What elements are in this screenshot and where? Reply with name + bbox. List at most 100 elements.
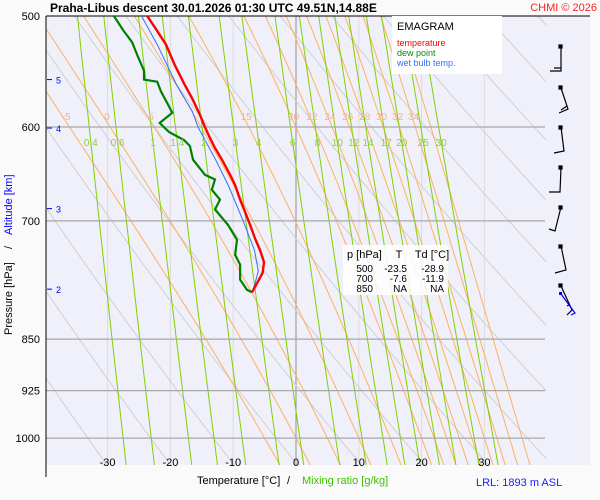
moist-adiabat-line	[397, 16, 531, 465]
mixing-ratio-label: 1.4	[170, 138, 184, 149]
mixing-ratio-line	[274, 16, 341, 465]
moist-adiabat-line	[380, 16, 519, 465]
temperature-tick-label: -20	[162, 457, 178, 469]
wind-barb-lrl-icon	[559, 292, 576, 316]
mixing-ratio-label: 2	[201, 138, 207, 149]
mixing-ratio-label: 14	[363, 138, 375, 149]
table-cell: -7.6	[390, 274, 408, 285]
mixing-ratio-label: 12	[348, 138, 360, 149]
legend-wet-bulb: wet bulb temp.	[396, 58, 456, 68]
altitude-tick-label: 4	[56, 124, 61, 134]
plot-background	[46, 16, 590, 465]
temperature-tick-label: -10	[225, 457, 241, 469]
pressure-tick-label: 1000	[16, 433, 40, 445]
table-cell: -11.9	[422, 274, 444, 285]
table-cell: -28.9	[421, 264, 444, 275]
mixing-ratio-label: 4	[256, 138, 262, 149]
moist-adiabat-label: 5	[148, 112, 154, 123]
legend-box	[392, 16, 502, 74]
moist-adiabat-label: 32	[392, 112, 404, 123]
mixing-ratio-label: 17	[381, 138, 393, 149]
y-axis-title-altitude: Altitude [km]	[3, 174, 15, 235]
dry-adiabat-line	[46, 206, 235, 465]
dry-adiabat-line	[434, 16, 546, 141]
pressure-tick-label: 700	[22, 216, 40, 228]
wet-bulb-temp-profile-line	[141, 16, 259, 293]
mixing-ratio-label: 8	[315, 138, 321, 149]
altitude-tick-label: 5	[56, 76, 61, 86]
moist-adiabat-label: 24	[324, 112, 336, 123]
moist-adiabat-line	[133, 16, 372, 465]
mixing-ratio-label: 6	[290, 138, 296, 149]
mixing-ratio-label: 25	[418, 138, 430, 149]
values-table-bg	[343, 245, 448, 295]
dry-adiabat-line	[383, 16, 546, 201]
moist-adiabat-line	[188, 16, 402, 465]
wind-barb-icon	[558, 85, 569, 114]
y-axis-title-sep: /	[3, 245, 15, 249]
dew-point-profile-line	[112, 16, 253, 294]
temperature-tick-label: 30	[478, 457, 490, 469]
moist-adiabat-label: 34	[408, 112, 420, 123]
temperature-tick-label: 20	[415, 457, 427, 469]
mixing-ratio-line	[77, 16, 127, 465]
mixing-ratio-line	[103, 16, 155, 465]
moist-adiabat-label: 20	[288, 112, 300, 123]
mixing-ratio-line	[419, 16, 499, 465]
dry-adiabat-line	[46, 290, 172, 465]
mixing-ratio-line	[137, 16, 193, 465]
moist-adiabat-label: 30	[376, 112, 388, 123]
pressure-tick-label: 925	[22, 386, 40, 398]
moist-adiabat-line	[83, 16, 342, 465]
legend-title: EMAGRAM	[397, 21, 454, 33]
table-cell: NA	[393, 284, 407, 295]
mixing-ratio-label: 1	[150, 138, 156, 149]
pressure-tick-label: 500	[22, 11, 40, 23]
moist-adiabat-label: 28	[359, 112, 371, 123]
dry-adiabat-line	[46, 126, 299, 465]
table-cell: NA	[430, 284, 444, 295]
moist-adiabat-label: 15	[241, 112, 253, 123]
dry-adiabat-line	[46, 49, 363, 465]
mixing-ratio-label: 0.6	[111, 138, 125, 149]
wind-barb-icon	[548, 205, 563, 232]
y-axis-title-pressure: Pressure [hPa]	[3, 262, 15, 335]
mixing-ratio-line	[218, 16, 280, 465]
temperature-tick-label: 0	[293, 457, 299, 469]
moist-adiabat-line	[46, 90, 281, 465]
dry-adiabat-line	[0, 16, 45, 468]
temperature-profile-line	[146, 16, 266, 293]
mixing-ratio-label: 3	[233, 138, 239, 149]
dry-adiabat-line	[331, 16, 546, 263]
moist-adiabat-label: 0	[104, 112, 110, 123]
dry-adiabat-line	[589, 16, 600, 468]
mixing-ratio-label: 30	[436, 138, 448, 149]
x-axis-title-sep: /	[287, 475, 291, 487]
mixing-ratio-line	[241, 16, 305, 465]
table-header-t: T	[396, 249, 403, 261]
copyright: CHMI © 2026	[530, 2, 597, 14]
moist-adiabat-label: 22	[306, 112, 318, 123]
table-cell: 700	[356, 274, 373, 285]
altitude-tick-label: 3	[56, 205, 61, 215]
table-header-td: Td [°C]	[415, 249, 449, 261]
x-axis-title-mixing: Mixing ratio [g/kg]	[302, 475, 388, 487]
temperature-tick-label: 10	[353, 457, 365, 469]
lrl-label: LRL: 1893 m ASL	[476, 477, 562, 489]
table-header-p: p [hPa]	[347, 249, 382, 261]
table-cell: 850	[356, 284, 373, 295]
x-axis-title-temperature: Temperature [°C]	[197, 475, 280, 487]
altitude-tick-label: 2	[56, 285, 61, 295]
moist-adiabat-label: 26	[342, 112, 354, 123]
wind-barbs	[548, 44, 576, 316]
moist-adiabat-label: -5	[62, 112, 71, 123]
legend-dew-point: dew point	[397, 48, 436, 58]
wind-barb-icon	[554, 244, 567, 274]
legend-temperature: temperature	[397, 38, 446, 48]
wind-barb-icon	[549, 165, 563, 193]
mixing-ratio-line	[298, 16, 367, 465]
mixing-ratio-label: 0.4	[84, 138, 98, 149]
dry-adiabat-line	[46, 377, 108, 465]
wind-barb-icon	[550, 44, 563, 72]
